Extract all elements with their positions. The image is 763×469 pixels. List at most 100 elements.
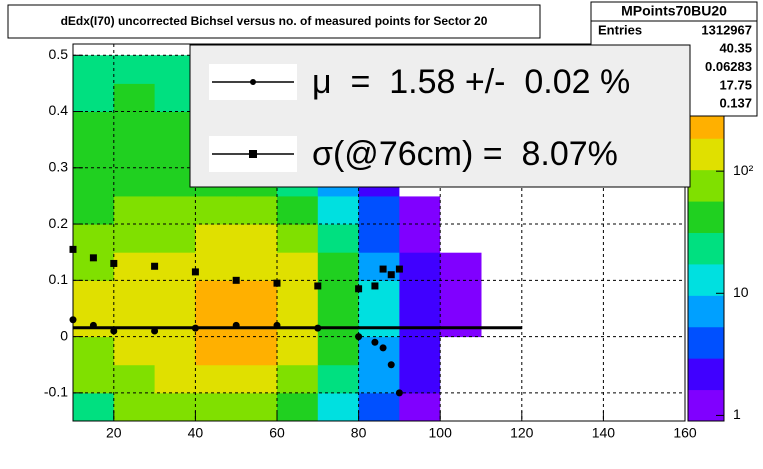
legend-marker bbox=[249, 150, 257, 158]
heatmap-cell bbox=[154, 55, 196, 84]
heatmap-cell bbox=[113, 167, 156, 197]
palette-swatch bbox=[688, 358, 724, 391]
heatmap-cell bbox=[154, 111, 196, 141]
heatmap-cell bbox=[236, 252, 278, 281]
heatmap-cell bbox=[317, 224, 360, 253]
heatmap-cell bbox=[358, 280, 400, 309]
heatmap-cell bbox=[399, 392, 441, 421]
x-tick-label: 100 bbox=[429, 425, 453, 441]
y-tick-label: 0.3 bbox=[49, 158, 69, 174]
heatmap-cell bbox=[317, 336, 360, 366]
palette-swatch bbox=[688, 389, 724, 422]
heatmap-cell bbox=[113, 55, 156, 84]
marker bbox=[110, 327, 118, 335]
heatmap-cell bbox=[399, 224, 441, 253]
y-tick-label: 0.4 bbox=[49, 102, 69, 118]
palette-swatch bbox=[688, 201, 724, 233]
heatmap-cell bbox=[358, 195, 400, 225]
heatmap-cell bbox=[113, 195, 156, 225]
heatmap-cell bbox=[195, 224, 237, 253]
heatmap-cell bbox=[154, 139, 196, 169]
heatmap-cell bbox=[73, 167, 115, 197]
marker bbox=[387, 361, 395, 369]
heatmap-cell bbox=[236, 195, 278, 225]
marker bbox=[273, 321, 281, 329]
stats-value: 0.137 bbox=[719, 96, 752, 111]
heatmap-cell bbox=[154, 364, 196, 394]
y-tick-label: -0.1 bbox=[44, 384, 68, 400]
heatmap-cell bbox=[399, 280, 441, 309]
palette-swatch bbox=[688, 138, 724, 171]
heatmap-cell bbox=[277, 308, 319, 338]
heatmap-cell bbox=[358, 364, 400, 394]
heatmap-cell bbox=[195, 195, 237, 225]
marker bbox=[314, 282, 322, 290]
stats-value: 0.06283 bbox=[705, 59, 752, 74]
heatmap-cell bbox=[317, 392, 360, 421]
marker bbox=[387, 271, 395, 279]
stats-label: Entries bbox=[598, 22, 642, 37]
heatmap-cell bbox=[195, 392, 237, 421]
x-tick-label: 80 bbox=[351, 425, 367, 441]
plot-frame bbox=[72, 43, 686, 422]
marker bbox=[355, 333, 363, 341]
palette-swatch bbox=[688, 263, 724, 296]
heatmap-cell bbox=[73, 195, 115, 225]
y-tick-label: 0.5 bbox=[49, 46, 69, 62]
heatmap-cell bbox=[440, 280, 482, 309]
stats-value: 40.35 bbox=[719, 41, 752, 56]
heatmap-cell bbox=[358, 392, 400, 421]
heatmap-cell bbox=[440, 392, 482, 421]
heatmap-cell bbox=[73, 280, 115, 309]
stats-title: MPoints70BU20 bbox=[621, 3, 727, 19]
heatmap-cell bbox=[399, 252, 441, 281]
heatmap-cell bbox=[154, 224, 196, 253]
heatmap-cell bbox=[236, 392, 278, 421]
heatmap-cell bbox=[399, 364, 441, 394]
heatmap-cell bbox=[154, 252, 196, 281]
heatmap-cell bbox=[73, 139, 115, 169]
heatmap-cell bbox=[113, 392, 156, 421]
heatmap-cell bbox=[399, 336, 441, 366]
heatmap-cell bbox=[113, 111, 156, 141]
heatmap-cell bbox=[358, 308, 400, 338]
heatmap-cell bbox=[236, 336, 278, 366]
marker bbox=[371, 282, 379, 290]
heatmap-cell bbox=[113, 139, 156, 169]
legend-marker bbox=[250, 79, 256, 85]
heatmap-cell bbox=[277, 224, 319, 253]
palette-swatch bbox=[688, 326, 724, 359]
heatmap-cell bbox=[440, 308, 482, 338]
x-tick-label: 160 bbox=[673, 425, 697, 441]
y-tick-label: 0.1 bbox=[49, 271, 69, 287]
heatmap-cells bbox=[73, 55, 482, 421]
heatmap-cell bbox=[73, 111, 115, 141]
heatmap-cell bbox=[154, 392, 196, 421]
marker bbox=[151, 327, 159, 335]
marker bbox=[89, 254, 97, 262]
heatmap-cell bbox=[399, 195, 441, 225]
heatmap-cell bbox=[236, 364, 278, 394]
chart-title: dEdx(I70) uncorrected Bichsel versus no.… bbox=[61, 14, 488, 28]
heatmap-cell bbox=[277, 252, 319, 281]
heatmap-cell bbox=[195, 308, 237, 338]
heatmap-cell bbox=[317, 252, 360, 281]
y-tick-label: 0 bbox=[60, 327, 68, 343]
heatmap-cell bbox=[277, 336, 319, 366]
x-tick-label: 60 bbox=[269, 425, 285, 441]
heatmap-cell bbox=[73, 83, 115, 113]
marker bbox=[273, 279, 281, 287]
heatmap-cell bbox=[399, 308, 441, 338]
heatmap-cell bbox=[73, 224, 115, 253]
heatmap-cell bbox=[236, 224, 278, 253]
heatmap-cell bbox=[317, 280, 360, 309]
heatmap-cell bbox=[154, 83, 196, 113]
heatmap-cell bbox=[195, 280, 237, 309]
marker bbox=[232, 321, 240, 329]
heatmap-cell bbox=[358, 224, 400, 253]
heatmap-cell bbox=[113, 364, 156, 394]
x-tick-label: 140 bbox=[592, 425, 616, 441]
x-tick-label: 20 bbox=[106, 425, 122, 441]
marker bbox=[355, 285, 363, 293]
x-tick-label: 120 bbox=[510, 425, 534, 441]
